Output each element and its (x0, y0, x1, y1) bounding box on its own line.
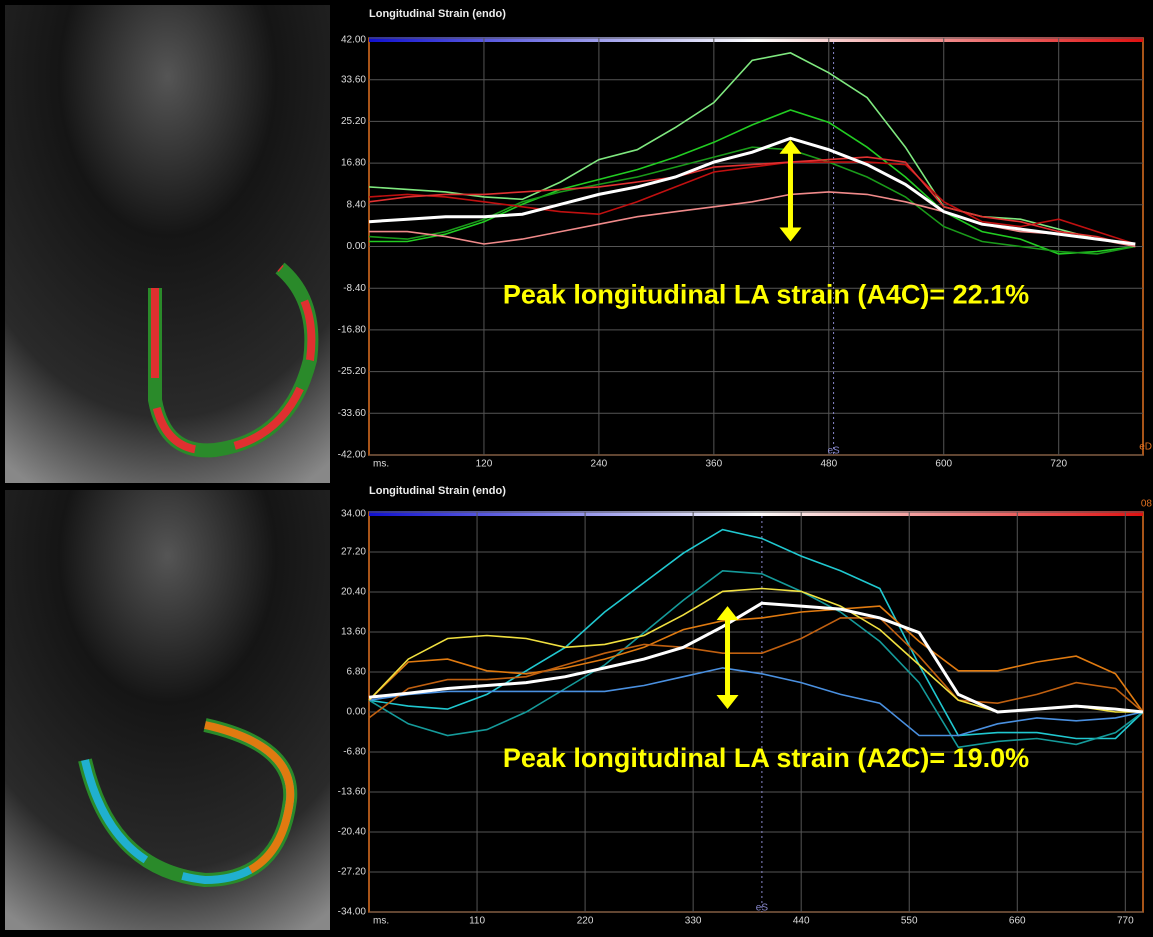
y-tick-label: 0.00 (347, 241, 367, 252)
y-tick-label: 0.00 (347, 707, 367, 718)
y-tick-label: 25.20 (341, 116, 366, 127)
annotation: Peak longitudinal LA strain (A4C)= 22.1% (503, 280, 1029, 310)
chart-title: Longitudinal Strain (endo) (369, 8, 506, 20)
x-tick-label: 360 (706, 459, 723, 470)
y-tick-label: -20.40 (338, 827, 367, 838)
y-tick-label: 33.60 (341, 74, 366, 85)
x-axis-label: ms. (373, 916, 389, 927)
x-tick-label: 720 (1050, 459, 1067, 470)
y-tick-label: -25.20 (338, 366, 367, 377)
y-tick-label: -27.20 (338, 867, 367, 878)
es-label: eS (756, 903, 769, 914)
x-axis-label: ms. (373, 459, 389, 470)
y-tick-label: 27.20 (341, 547, 366, 558)
y-tick-label: 13.60 (341, 627, 366, 638)
y-tick-label: -34.00 (338, 907, 367, 918)
x-tick-label: 550 (901, 916, 918, 927)
y-tick-label: 8.40 (347, 199, 367, 210)
y-tick-label: -6.80 (343, 747, 366, 758)
x-tick-label: 440 (793, 916, 810, 927)
end-label: eD (1139, 442, 1152, 453)
y-tick-label: -42.00 (338, 450, 367, 461)
x-tick-label: 660 (1009, 916, 1026, 927)
chart-title: Longitudinal Strain (endo) (369, 485, 506, 497)
annotation: Peak longitudinal LA strain (A2C)= 19.0% (503, 743, 1029, 773)
es-label: eS (827, 446, 840, 457)
x-tick-label: 240 (591, 459, 608, 470)
page: Longitudinal Strain (endo) 42.00 33.60 25.2… (0, 0, 1153, 937)
end-label: 08 (1141, 499, 1153, 510)
x-tick-label: 220 (577, 916, 594, 927)
y-tick-label: 20.40 (341, 587, 366, 598)
x-tick-label: 120 (476, 459, 493, 470)
y-tick-label: 42.00 (341, 35, 366, 46)
y-tick-label: 16.80 (341, 158, 366, 169)
screen: Longitudinal Strain (endo) 42.00 33.60 25.2… (0, 0, 1153, 937)
y-tick-label: -16.80 (338, 325, 367, 336)
x-tick-label: 480 (820, 459, 837, 470)
y-tick-label: 6.80 (347, 667, 367, 678)
y-tick-label: -8.40 (343, 283, 366, 294)
x-tick-label: 330 (685, 916, 702, 927)
x-tick-label: 770 (1117, 916, 1134, 927)
y-tick-label: 34.00 (341, 509, 366, 520)
y-tick-label: -13.60 (338, 787, 367, 798)
x-tick-label: 600 (935, 459, 952, 470)
y-tick-label: -33.60 (338, 408, 367, 419)
x-tick-label: 110 (469, 916, 485, 927)
